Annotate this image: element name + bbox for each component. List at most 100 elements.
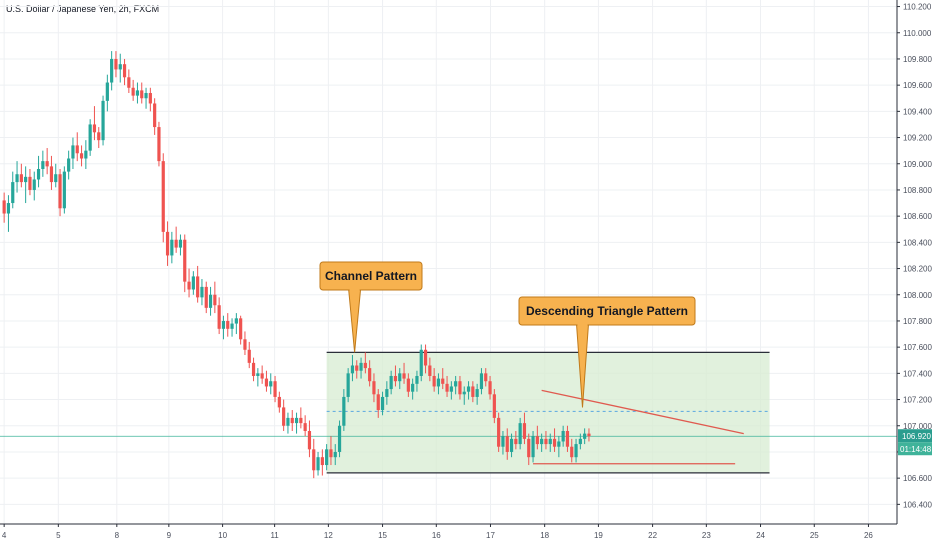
candle-down — [329, 436, 333, 466]
candle-body — [535, 436, 539, 445]
y-tick-label: 107.200 — [903, 396, 932, 405]
candle-down — [393, 365, 398, 387]
candle-up — [411, 378, 415, 400]
candle-down — [484, 368, 488, 387]
candle-body — [165, 231, 170, 256]
candle-body — [234, 318, 238, 324]
candle-down — [544, 430, 548, 450]
candle-body — [54, 174, 58, 183]
candle-down — [187, 268, 191, 298]
candle-down — [114, 51, 118, 78]
candle-down — [376, 389, 380, 418]
x-axis: 4 5 8 9 10 11 12 15 16 17 18 19 22 23 24 25 26 — [2, 524, 873, 540]
x-tick-label: 18 — [540, 531, 549, 540]
candle-body — [557, 441, 561, 447]
callout-box — [319, 261, 423, 291]
candle-down — [247, 341, 251, 369]
candle-body — [436, 378, 441, 387]
callout-join — [349, 288, 360, 291]
candle-body — [92, 124, 97, 133]
candle-up — [110, 51, 114, 91]
candle-body — [187, 281, 191, 290]
candle-up — [191, 271, 195, 295]
candle-down — [217, 297, 221, 335]
candle-down — [307, 420, 312, 458]
candle-up — [71, 137, 75, 169]
y-tick-label: 110.000 — [903, 29, 932, 38]
candle-down — [290, 410, 294, 431]
candle-body — [196, 276, 200, 298]
candle-up — [389, 370, 393, 395]
candle-up — [118, 53, 122, 83]
triangle-resistance-line — [541, 389, 744, 435]
candle-body — [204, 286, 208, 308]
candle-body — [122, 64, 127, 78]
candle-up — [294, 412, 299, 434]
candle-down — [251, 357, 256, 382]
candle-up — [346, 368, 350, 403]
candle-body — [294, 417, 299, 424]
candle-down — [363, 352, 367, 374]
candle-body — [239, 318, 243, 340]
candle-body — [286, 417, 290, 426]
candle-body — [355, 365, 359, 371]
candle-down — [492, 389, 496, 424]
candle-body — [299, 417, 303, 424]
candle-body — [548, 438, 552, 445]
candle-body — [256, 373, 260, 376]
candle-body — [303, 423, 307, 431]
candle-body — [428, 365, 432, 376]
candle-body — [501, 436, 505, 447]
candle-up — [561, 425, 565, 447]
candle-body — [213, 294, 217, 306]
candle-body — [226, 320, 230, 329]
y-tick-label: 108.600 — [903, 212, 932, 221]
candle-up — [221, 315, 226, 340]
candle-body — [509, 438, 514, 452]
candle-body — [84, 150, 88, 159]
candle-body — [161, 161, 165, 232]
candle-body — [380, 396, 385, 411]
candle-up — [436, 373, 441, 395]
candle-up — [419, 344, 423, 382]
candle-body — [217, 305, 221, 329]
chart-title: U.S. Dollar / Japanese Yen, 2h, FXCM — [6, 4, 160, 14]
candle-up — [342, 389, 346, 431]
candle-down — [565, 425, 570, 452]
candle-down — [183, 234, 187, 293]
candle-down — [428, 357, 432, 382]
candle-up — [462, 386, 466, 405]
candle-down — [406, 373, 410, 397]
candle-down — [355, 360, 359, 379]
candle-body — [359, 362, 363, 371]
candle-up — [256, 368, 260, 387]
candle-up — [11, 171, 15, 209]
x-tick-label: 19 — [594, 531, 603, 540]
y-tick-label: 109.400 — [903, 107, 932, 116]
candle-down — [79, 145, 84, 167]
candle-up — [15, 161, 19, 193]
candle-body — [200, 286, 204, 298]
candle-body — [372, 381, 376, 395]
candle-body — [251, 362, 256, 376]
candle-down — [58, 168, 62, 217]
candle-down — [49, 155, 54, 190]
x-tick-label: 15 — [378, 531, 387, 540]
candle-body — [376, 394, 380, 411]
candle-up — [583, 428, 587, 445]
candle-body — [454, 381, 458, 387]
candle-body — [406, 378, 410, 392]
candle-body — [552, 438, 557, 447]
candle-body — [260, 373, 264, 379]
candle-body — [423, 349, 428, 366]
candle-down — [299, 407, 303, 429]
candle-up — [398, 368, 402, 390]
x-tick-label: 12 — [324, 531, 333, 540]
candle-down — [372, 373, 376, 403]
candle-body — [458, 381, 462, 395]
candle-down — [92, 106, 97, 141]
y-tick-label: 107.000 — [903, 422, 932, 431]
candle-body — [148, 93, 152, 104]
candle-body — [135, 90, 140, 96]
